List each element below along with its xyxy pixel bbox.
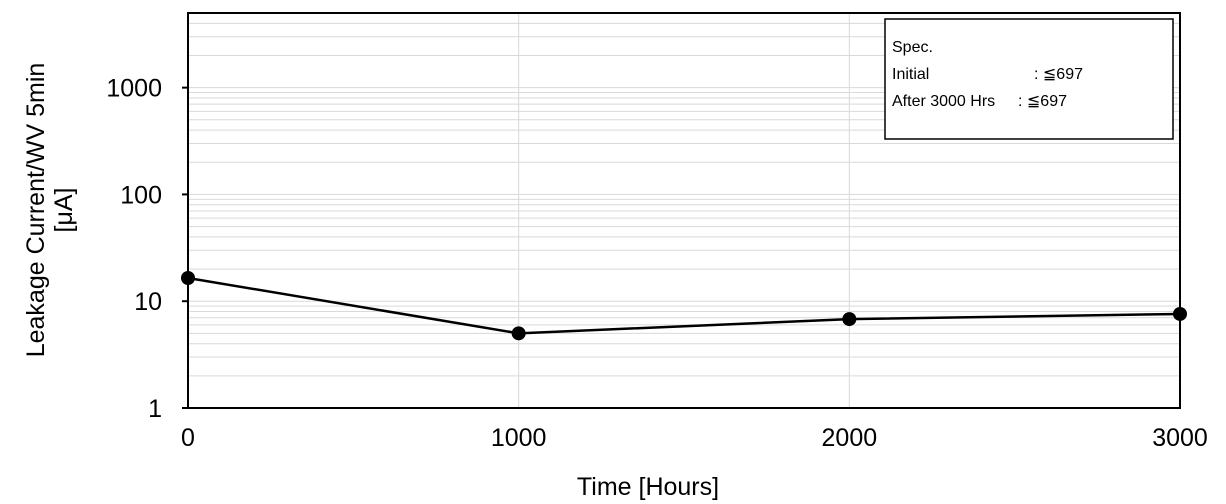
y-tick-label: 1000: [106, 75, 162, 103]
y-axis-unit: [μA]: [50, 188, 78, 233]
x-axis-title: Time [Hours]: [577, 473, 719, 501]
y-tick-label: 10: [134, 288, 162, 316]
y-tick-label: 1: [148, 395, 162, 423]
x-axis: 0 1000 2000 3000: [181, 424, 1208, 452]
data-point: [1173, 307, 1187, 321]
data-point: [842, 312, 856, 326]
y-axis: 1 10 100 1000: [106, 75, 188, 423]
legend-title: Spec.: [892, 39, 933, 56]
spec-legend-box: Spec. Initial : ≦697 After 3000 Hrs : ≦6…: [885, 19, 1173, 139]
legend-initial-value: : ≦697: [1034, 66, 1083, 83]
legend-after-label: After 3000 Hrs: [892, 93, 995, 110]
x-tick-label: 0: [181, 424, 195, 452]
legend-after-value: : ≦697: [1018, 93, 1067, 110]
x-tick-label: 3000: [1152, 424, 1208, 452]
x-tick-label: 1000: [491, 424, 547, 452]
legend-initial-label: Initial: [892, 66, 929, 83]
y-tick-label: 100: [120, 181, 162, 209]
data-point: [181, 271, 195, 285]
data-point: [512, 326, 526, 340]
x-tick-label: 2000: [822, 424, 878, 452]
y-axis-title: Leakage Current/WV 5min: [22, 63, 50, 358]
